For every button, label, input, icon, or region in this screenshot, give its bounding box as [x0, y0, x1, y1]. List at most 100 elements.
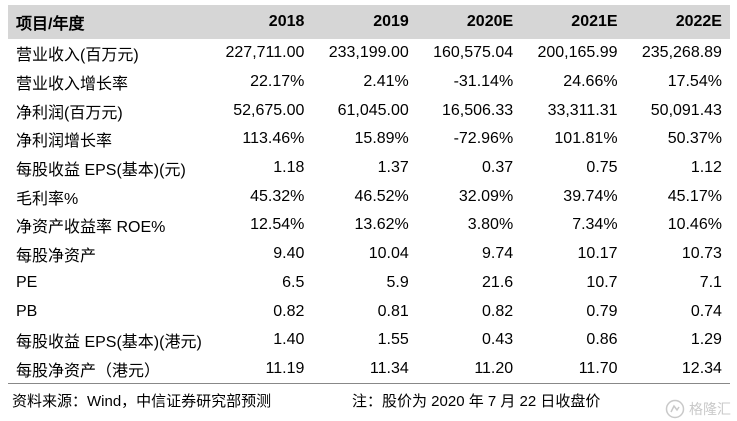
row-label: 净利润(百万元): [16, 104, 123, 122]
row-label: 营业收入增长率: [16, 76, 129, 94]
value-cell: 9.40: [273, 245, 305, 263]
header-cell: 2018: [268, 13, 305, 30]
value-cell: 7.34%: [572, 216, 618, 234]
value-cell: 235,268.89: [641, 44, 722, 62]
table-body: 营业收入(百万元) 227,711.00 233,199.00 160,575.04 2…: [8, 39, 730, 383]
row-label: 营业收入(百万元): [16, 47, 139, 65]
value-cell: 0.86: [586, 331, 618, 349]
value-cell: 13.62%: [354, 216, 409, 234]
watermark: 格隆汇: [665, 399, 731, 419]
value-cell: 11.34: [369, 359, 409, 377]
value-cell: 11.20: [474, 359, 514, 377]
value-cell: 16,506.33: [441, 101, 514, 119]
value-cell: 61,045.00: [337, 101, 409, 119]
value-cell: 45.17%: [667, 187, 722, 205]
row-label: 毛利率%: [16, 190, 79, 208]
value-cell: 1.37: [377, 159, 409, 177]
header-cell: 2020E: [466, 13, 514, 30]
value-cell: 7.1: [699, 273, 722, 291]
row-label: 每股净资产: [16, 248, 97, 266]
value-cell: 1.40: [273, 331, 305, 349]
value-cell: 50,091.43: [650, 101, 722, 119]
table-row: PE 6.5 5.9 21.6 10.7 7.1: [8, 269, 730, 298]
value-cell: 0.43: [482, 331, 514, 349]
value-cell: 10.46%: [667, 216, 722, 234]
value-cell: 233,199.00: [328, 44, 409, 62]
value-cell: 0.82: [482, 302, 514, 320]
row-label: PB: [16, 302, 38, 320]
row-label: 每股收益 EPS(基本)(港元): [16, 334, 202, 352]
table-row: 营业收入(百万元) 227,711.00 233,199.00 160,575.04 2…: [8, 39, 730, 68]
value-cell: 11.19: [265, 359, 305, 377]
table-row: 毛利率% 45.32% 46.52% 32.09% 39.74% 45.17%: [8, 182, 730, 211]
value-cell: -31.14%: [453, 73, 514, 91]
value-cell: 11.70: [578, 359, 618, 377]
row-label: 净利润增长率: [16, 133, 113, 151]
value-cell: 1.55: [377, 331, 409, 349]
value-cell: 52,675.00: [233, 101, 305, 119]
row-label: 净资产收益率 ROE%: [16, 219, 166, 237]
table-row: 每股净资产（港元） 11.19 11.34 11.20 11.70 12.34: [8, 355, 730, 384]
value-cell: 10.17: [577, 245, 618, 263]
value-cell: 15.89%: [354, 130, 409, 148]
header-cell: 2022E: [675, 13, 722, 30]
value-cell: 10.73: [681, 245, 722, 263]
row-label: 每股收益 EPS(基本)(元): [16, 162, 186, 180]
value-cell: 45.32%: [250, 187, 305, 205]
table-row: 每股收益 EPS(基本)(元) 1.18 1.37 0.37 0.75 1.12: [8, 154, 730, 183]
value-cell: 2.41%: [363, 73, 409, 91]
value-cell: 10.7: [586, 273, 618, 291]
footer: 资料来源：Wind，中信证券研究部预测 注：股价为 2020 年 7 月 22 …: [8, 384, 730, 416]
table-row: 每股净资产 9.40 10.04 9.74 10.17 10.73: [8, 240, 730, 269]
value-cell: 160,575.04: [433, 44, 514, 62]
value-cell: 22.17%: [250, 73, 305, 91]
value-cell: 101.81%: [554, 130, 618, 148]
table-row: PB 0.82 0.81 0.82 0.79 0.74: [8, 297, 730, 326]
value-cell: 0.79: [586, 302, 618, 320]
table-row: 每股收益 EPS(基本)(港元) 1.40 1.55 0.43 0.86 1.29: [8, 326, 730, 355]
value-cell: 0.37: [482, 159, 514, 177]
value-cell: 33,311.31: [547, 101, 618, 119]
value-cell: 0.82: [273, 302, 305, 320]
value-cell: 10.04: [368, 245, 409, 263]
table-header: 项目/年度 2018 2019 2020E 2021E 2022E: [8, 5, 730, 39]
row-label: 每股净资产（港元）: [16, 362, 161, 380]
value-cell: 3.80%: [467, 216, 514, 234]
header-cell: 2019: [373, 13, 409, 30]
header-cell: 项目/年度: [16, 16, 85, 33]
header-cell: 2021E: [571, 13, 618, 30]
value-cell: 12.34: [681, 359, 722, 377]
value-cell: 5.9: [386, 273, 409, 291]
table-row: 净利润(百万元) 52,675.00 61,045.00 16,506.33 33,31…: [8, 96, 730, 125]
value-cell: 0.75: [586, 159, 618, 177]
value-cell: 6.5: [282, 273, 305, 291]
gelonghui-logo-icon: [665, 399, 685, 419]
value-cell: 46.52%: [354, 187, 409, 205]
value-cell: -72.96%: [453, 130, 514, 148]
financial-table: 项目/年度 2018 2019 2020E 2021E 2022E 营业收入(百…: [8, 5, 730, 385]
value-cell: 1.18: [273, 159, 305, 177]
value-cell: 227,711.00: [225, 44, 305, 62]
value-cell: 17.54%: [667, 73, 722, 91]
value-cell: 9.74: [482, 245, 514, 263]
value-cell: 113.46%: [242, 130, 305, 148]
value-cell: 1.12: [690, 159, 722, 177]
value-cell: 200,165.99: [537, 44, 618, 62]
value-cell: 12.54%: [250, 216, 305, 234]
table-row: 净资产收益率 ROE% 12.54% 13.62% 3.80% 7.34% 10.46%: [8, 211, 730, 240]
value-cell: 21.6: [482, 273, 514, 291]
watermark-text: 格隆汇: [689, 401, 731, 417]
row-label: PE: [16, 273, 38, 291]
value-cell: 50.37%: [667, 130, 722, 148]
source-text: 资料来源：Wind，中信证券研究部预测: [12, 392, 272, 410]
value-cell: 0.81: [377, 302, 409, 320]
value-cell: 1.29: [690, 331, 722, 349]
value-cell: 39.74%: [563, 187, 618, 205]
value-cell: 24.66%: [563, 73, 618, 91]
note-text: 注：股价为 2020 年 7 月 22 日收盘价: [352, 392, 601, 410]
value-cell: 0.74: [690, 302, 722, 320]
table-bottom-rule: [8, 383, 730, 385]
value-cell: 32.09%: [458, 187, 514, 205]
table-row: 净利润增长率 113.46% 15.89% -72.96% 101.81% 50.37%: [8, 125, 730, 154]
table-row: 营业收入增长率 22.17% 2.41% -31.14% 24.66% 17.54%: [8, 68, 730, 97]
